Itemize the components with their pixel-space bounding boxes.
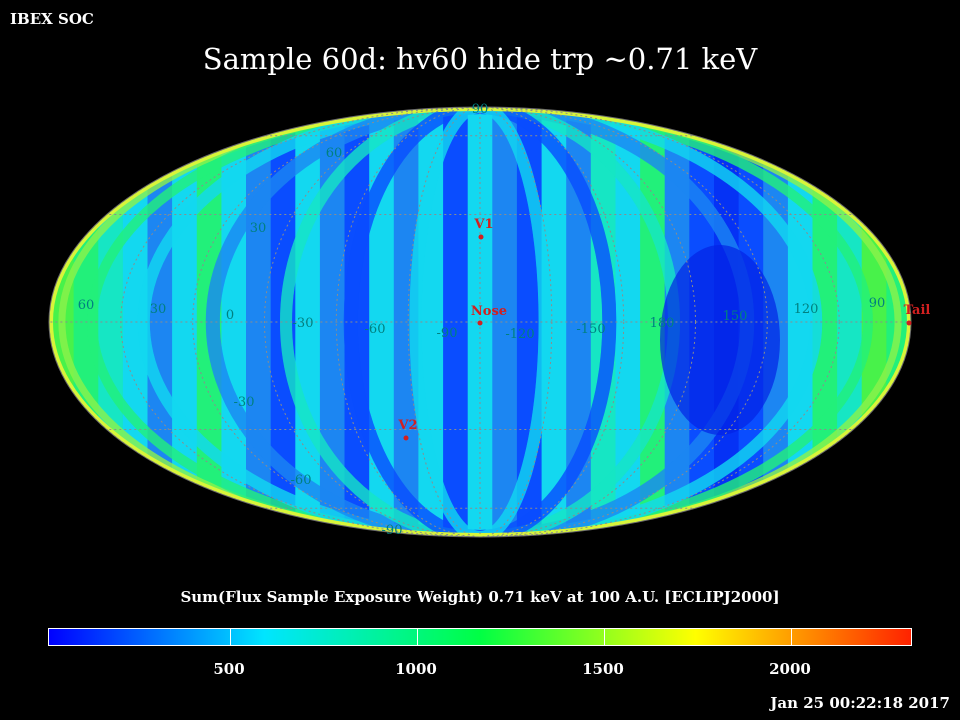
marker-v1-label: V1 <box>473 217 493 232</box>
colorbar <box>48 628 912 646</box>
lon-label-60: 60 <box>78 298 95 313</box>
meridian-line <box>192 107 768 537</box>
lat-label-neg90: -90 <box>382 523 403 538</box>
sky-map: 90 60 30 -30 -60 -90 60 30 0 -30 -60 -90… <box>48 102 931 538</box>
colorbar-separator <box>417 629 418 645</box>
lon-label-neg30: -30 <box>293 316 314 331</box>
lon-label-120: 120 <box>794 302 819 317</box>
lon-label-neg90: -90 <box>437 326 458 341</box>
map-title: Sample 60d: hv60 hide trp ~0.71 keV <box>202 42 758 76</box>
lon-label-neg150: -150 <box>576 322 605 337</box>
colorbar-tick-500: 500 <box>213 660 245 678</box>
marker-tail-label: Tail <box>904 303 931 318</box>
marker-nose-label: Nose <box>471 304 507 319</box>
lat-label-60: 60 <box>326 146 343 161</box>
lat-label-90: 90 <box>472 102 489 117</box>
marker-v2-label: V2 <box>397 418 417 433</box>
soc-label: IBEX SOC <box>10 10 94 28</box>
colorbar-tick-1000: 1000 <box>395 660 437 678</box>
low-flux-region <box>660 245 780 435</box>
meridian-line <box>264 107 696 537</box>
timestamp: Jan 25 00:22:18 2017 <box>770 694 950 712</box>
colorbar-tick-1500: 1500 <box>582 660 624 678</box>
colorbar-separator <box>604 629 605 645</box>
meridian-line <box>335 107 625 537</box>
lon-label-neg120: -120 <box>505 327 534 342</box>
lon-label-0: 0 <box>226 308 234 323</box>
lon-label-150: 150 <box>723 309 748 324</box>
colorbar-title: Sum(Flux Sample Exposure Weight) 0.71 ke… <box>180 588 780 606</box>
marker-nose: Nose <box>471 304 507 326</box>
lat-label-neg30: -30 <box>234 395 255 410</box>
colorbar-tick-2000: 2000 <box>769 660 811 678</box>
colorbar-separator <box>791 629 792 645</box>
lat-label-30: 30 <box>250 221 267 236</box>
lat-label-neg60: -60 <box>291 473 312 488</box>
marker-tail: Tail <box>904 303 931 326</box>
lon-label-180: 180 <box>650 316 675 331</box>
marker-v1: V1 <box>473 217 494 240</box>
colorbar-separator <box>230 629 231 645</box>
lon-label-neg60: -60 <box>365 322 386 337</box>
meridian-line <box>120 107 840 537</box>
marker-v2: V2 <box>397 418 418 441</box>
lon-label-30: 30 <box>150 302 167 317</box>
lon-label-90: 90 <box>869 296 886 311</box>
